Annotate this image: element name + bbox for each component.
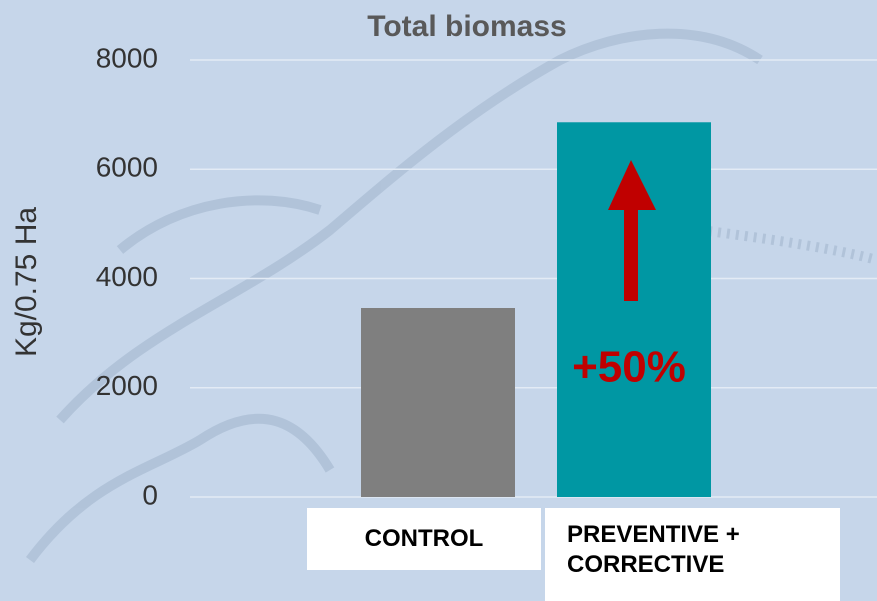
- annotation: +50%: [572, 343, 686, 392]
- shrimp-antenna: [699, 225, 877, 265]
- arrow-head: [608, 160, 656, 210]
- y-tick-label: 4000: [96, 261, 158, 292]
- background-illustration: [26, 28, 877, 564]
- shrimp-body: [116, 195, 322, 254]
- y-tick-label: 6000: [96, 152, 158, 183]
- arrow-shaft: [624, 205, 638, 301]
- x-tick-label: CONTROL: [307, 508, 541, 570]
- x-tick-label: PREVENTIVE + CORRECTIVE: [545, 508, 840, 601]
- shrimp-outline: [56, 28, 763, 424]
- bar: [361, 307, 515, 497]
- y-tick-label: 0: [142, 479, 158, 510]
- y-tick-label: 2000: [96, 370, 158, 401]
- y-axis-label: Kg/0.75 Ha: [10, 207, 43, 357]
- y-tick-label: 8000: [96, 42, 158, 73]
- chart-title: Total biomass: [367, 10, 566, 43]
- increase-arrow: [608, 160, 656, 301]
- shrimp-leg: [26, 413, 335, 564]
